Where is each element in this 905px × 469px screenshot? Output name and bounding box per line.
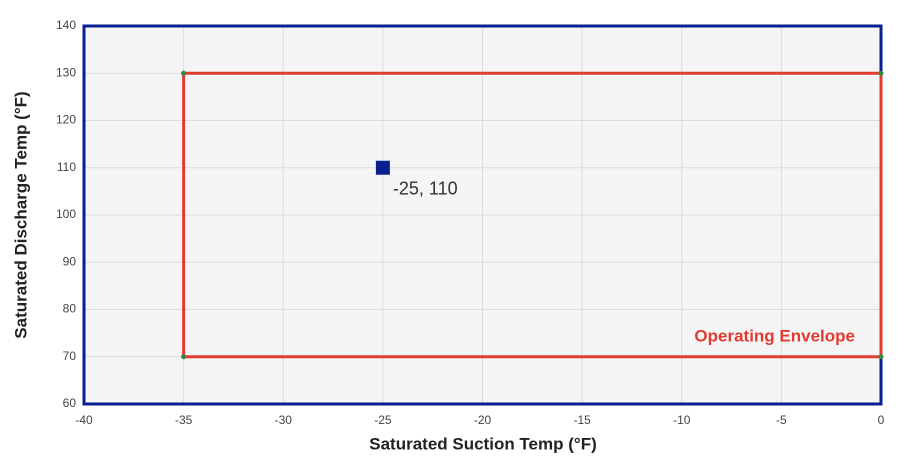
y-tick-label: 130: [56, 65, 76, 79]
envelope-corner: [181, 70, 187, 76]
x-tick-label: 0: [878, 413, 885, 427]
x-tick-label: -10: [673, 413, 691, 427]
envelope-corner: [878, 354, 884, 360]
data-point: [375, 160, 390, 175]
x-tick-label: -5: [776, 413, 787, 427]
envelope-corner: [878, 70, 884, 76]
x-tick-label: -20: [474, 413, 492, 427]
x-tick-label: -25: [374, 413, 392, 427]
y-tick-label: 110: [57, 160, 76, 174]
x-tick-label: -30: [275, 413, 293, 427]
envelope-corner: [181, 354, 187, 360]
x-tick-label: -40: [75, 413, 93, 427]
x-tick-label: -35: [175, 413, 193, 427]
envelope-label: Operating Envelope: [694, 326, 855, 345]
y-tick-label: 60: [63, 396, 77, 410]
data-label: -25, 110: [393, 179, 458, 199]
x-tick-label: -15: [573, 413, 591, 427]
x-axis-title: Saturated Suction Temp (°F): [369, 434, 597, 453]
y-axis-title: Saturated Discharge Temp (°F): [11, 91, 30, 338]
y-tick-label: 70: [63, 349, 77, 363]
y-tick-label: 120: [56, 113, 76, 127]
y-tick-label: 80: [63, 302, 77, 316]
y-tick-label: 90: [63, 254, 77, 268]
y-tick-label: 100: [56, 207, 76, 221]
y-tick-label: 140: [56, 18, 76, 32]
